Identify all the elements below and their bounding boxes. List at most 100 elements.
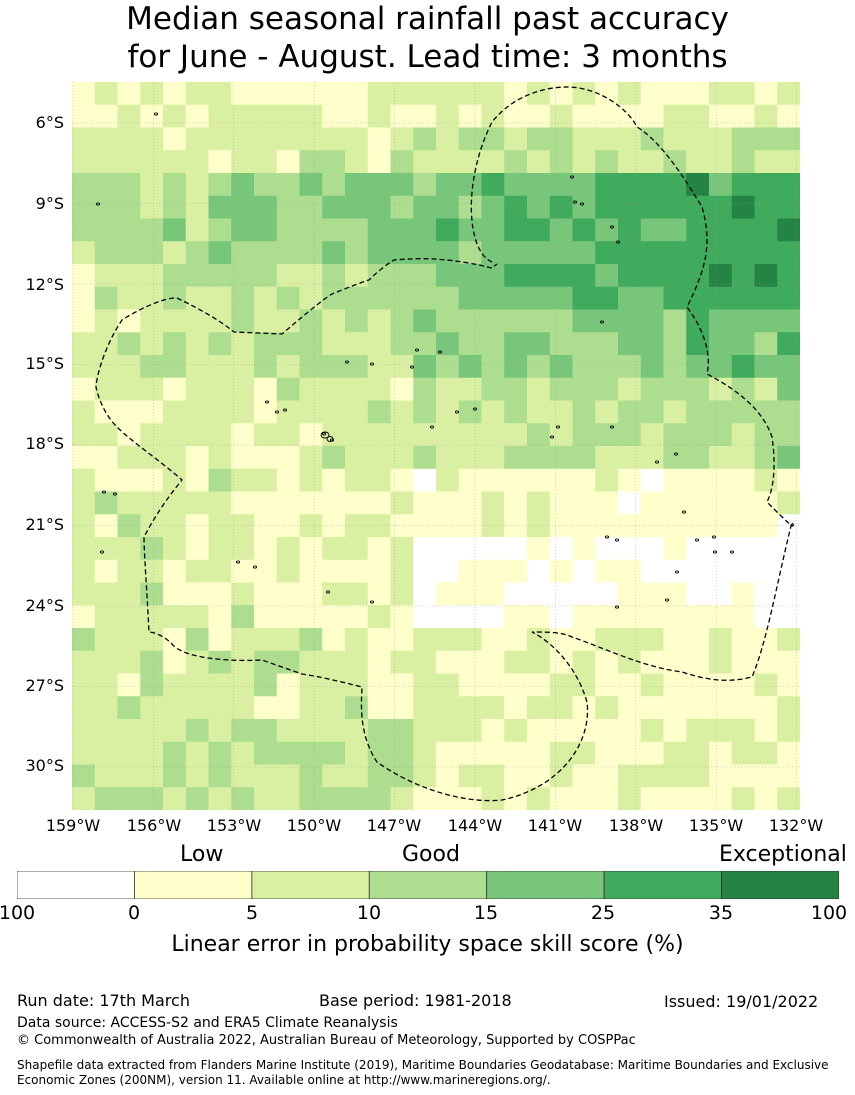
- skill-cell: [94, 650, 118, 674]
- skill-cell: [754, 82, 778, 106]
- skill-cell: [390, 537, 414, 561]
- skill-cell: [618, 537, 642, 561]
- skill-cell: [276, 673, 300, 697]
- skill-cell: [140, 377, 164, 401]
- skill-cell: [731, 423, 755, 447]
- skill-cell: [527, 605, 551, 629]
- skill-cell: [481, 491, 505, 515]
- skill-cell: [72, 446, 96, 470]
- skill-cell: [640, 446, 664, 470]
- skill-cell: [299, 104, 323, 128]
- skill-cell: [481, 104, 505, 128]
- skill-cell: [595, 468, 619, 492]
- skill-cell: [117, 719, 141, 743]
- skill-cell: [640, 719, 664, 743]
- skill-cell: [413, 628, 437, 652]
- skill-cell: [504, 764, 528, 788]
- skill-cell: [367, 309, 391, 333]
- skill-cell: [663, 741, 687, 765]
- skill-cell: [686, 218, 710, 242]
- skill-cell: [231, 719, 255, 743]
- skill-cell: [163, 537, 187, 561]
- skill-cell: [572, 195, 596, 219]
- skill-cell: [731, 286, 755, 310]
- skill-cell: [322, 173, 346, 197]
- colorbar-bin: [251, 871, 370, 899]
- skill-cell: [390, 150, 414, 174]
- skill-cell: [595, 650, 619, 674]
- skill-cell: [731, 264, 755, 288]
- skill-cell: [72, 468, 96, 492]
- skill-cell: [572, 446, 596, 470]
- island: [599, 320, 605, 324]
- skill-cell: [299, 468, 323, 492]
- skill-cell: [117, 150, 141, 174]
- skill-cell: [94, 195, 118, 219]
- island: [654, 460, 660, 464]
- skill-cell: [777, 332, 800, 356]
- skill-cell: [299, 286, 323, 310]
- colorbar-bin: [603, 871, 722, 899]
- lat-label: 24°S: [25, 596, 64, 615]
- skill-cell: [777, 514, 800, 538]
- skill-cell: [231, 741, 255, 765]
- skill-cell: [709, 741, 733, 765]
- skill-cell: [367, 787, 391, 810]
- skill-cell: [72, 309, 96, 333]
- skill-cell: [754, 719, 778, 743]
- skill-cell: [686, 787, 710, 810]
- skill-cell: [595, 173, 619, 197]
- skill-cell: [481, 468, 505, 492]
- skill-cell: [595, 423, 619, 447]
- skill-cell: [731, 764, 755, 788]
- skill-cell: [390, 264, 414, 288]
- skill-cell: [276, 400, 300, 424]
- skill-cell: [413, 82, 437, 106]
- skill-cell: [299, 650, 323, 674]
- skill-cell: [367, 582, 391, 606]
- skill-cell: [777, 423, 800, 447]
- skill-cell: [436, 446, 460, 470]
- skill-cell: [709, 719, 733, 743]
- skill-cell: [299, 582, 323, 606]
- skill-cell: [276, 787, 300, 810]
- skill-cell: [458, 537, 482, 561]
- skill-cell: [185, 241, 209, 265]
- skill-cell: [94, 491, 118, 515]
- skill-cell: [663, 491, 687, 515]
- skill-cell: [140, 150, 164, 174]
- skill-cell: [663, 719, 687, 743]
- skill-cell: [208, 173, 232, 197]
- skill-cell: [299, 491, 323, 515]
- skill-cell: [640, 150, 664, 174]
- skill-cell: [185, 696, 209, 720]
- skill-cell: [595, 559, 619, 583]
- skill-cell: [117, 241, 141, 265]
- skill-cell: [299, 400, 323, 424]
- skill-cell: [686, 650, 710, 674]
- skill-cell: [549, 355, 573, 379]
- skill-cell: [345, 82, 369, 106]
- skill-cell: [458, 628, 482, 652]
- colorbar-bin: [721, 871, 839, 899]
- skill-cell: [436, 377, 460, 401]
- skill-cell: [436, 537, 460, 561]
- skill-cell: [276, 82, 300, 106]
- graticule: [72, 82, 800, 810]
- skill-cell: [413, 741, 437, 765]
- skill-cell: [208, 628, 232, 652]
- skill-cell: [140, 82, 164, 106]
- skill-cell: [504, 104, 528, 128]
- skill-cell: [185, 537, 209, 561]
- skill-cell: [140, 582, 164, 606]
- skill-cell: [595, 741, 619, 765]
- skill-cell: [572, 787, 596, 810]
- skill-cell: [686, 741, 710, 765]
- skill-cell: [572, 127, 596, 151]
- skill-cell: [527, 628, 551, 652]
- skill-cell: [94, 400, 118, 424]
- skill-cell: [72, 377, 96, 401]
- skill-cell: [640, 195, 664, 219]
- skill-cell: [345, 719, 369, 743]
- skill-cell: [686, 377, 710, 401]
